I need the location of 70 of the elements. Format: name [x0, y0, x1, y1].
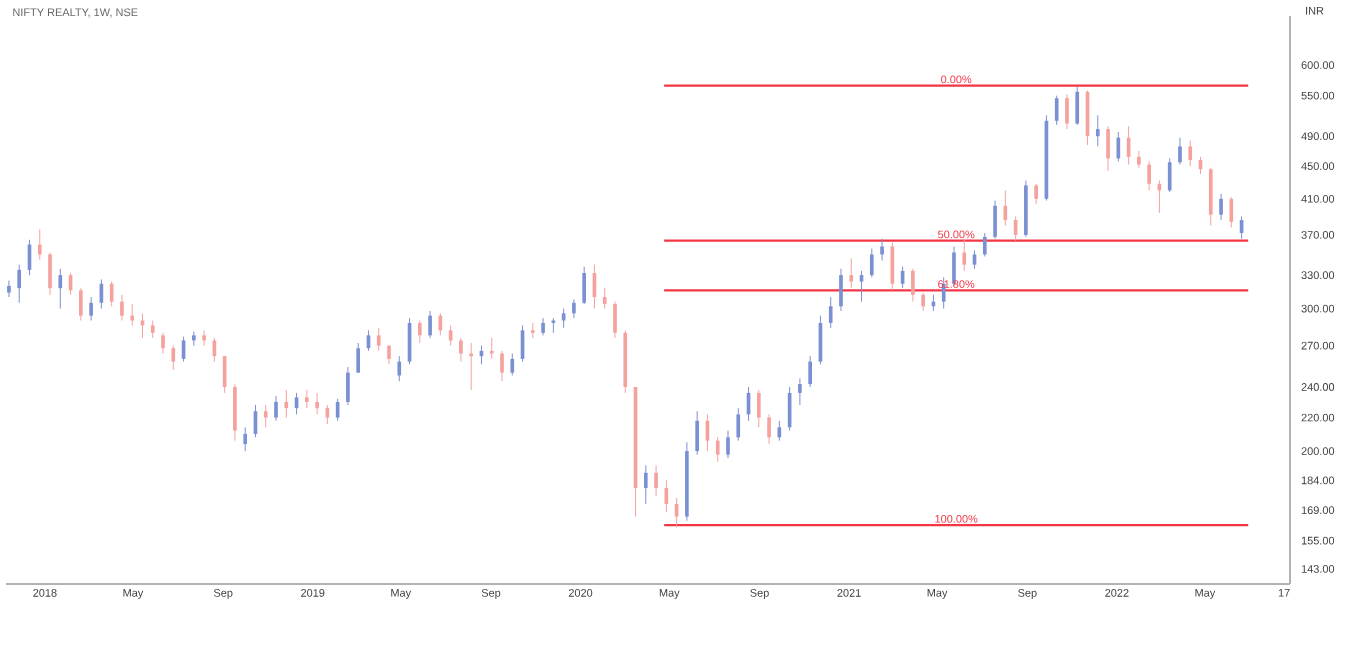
candlestick	[161, 332, 165, 355]
candlestick	[695, 410, 699, 456]
candlestick	[1116, 131, 1121, 162]
candlestick	[654, 464, 658, 497]
candlestick	[880, 238, 884, 262]
candlestick	[767, 413, 771, 445]
candlestick	[839, 268, 843, 312]
candlestick	[572, 298, 576, 319]
candlestick	[79, 287, 83, 322]
candlestick	[459, 337, 463, 363]
candlestick	[962, 238, 967, 272]
candlestick	[58, 268, 63, 310]
candlestick	[171, 345, 176, 371]
candlestick	[993, 200, 997, 240]
candlestick	[1208, 167, 1213, 227]
candlestick	[602, 287, 607, 310]
candlestick	[828, 296, 833, 329]
candlestick	[489, 337, 494, 360]
candlestick	[1034, 183, 1038, 205]
candlestick	[202, 329, 206, 347]
candlestick	[869, 247, 874, 278]
candlestick	[808, 355, 812, 388]
candlestick	[1188, 140, 1193, 167]
candlestick	[1219, 193, 1223, 221]
candlestick	[613, 301, 617, 339]
candlestick	[1065, 93, 1069, 130]
candlestick	[120, 294, 124, 322]
candlestick	[921, 292, 925, 312]
candlestick	[1075, 86, 1080, 126]
candlestick	[315, 392, 319, 415]
candlestick	[798, 377, 802, 406]
candlestick	[263, 404, 268, 428]
candlestick	[736, 407, 741, 442]
candlestick	[715, 436, 720, 463]
candlestick	[346, 366, 350, 406]
candlestick	[7, 279, 11, 298]
candlestick	[1147, 160, 1151, 191]
candlestick	[130, 303, 135, 326]
candlestick	[48, 251, 52, 296]
candlestick	[304, 389, 309, 409]
candlestick	[233, 383, 237, 442]
candlestick	[1054, 95, 1059, 126]
candlestick	[756, 389, 761, 428]
candlestick	[726, 430, 730, 459]
candlestick	[582, 266, 587, 305]
candlestick	[1106, 125, 1110, 172]
candlestick	[982, 232, 987, 257]
candlestick	[17, 264, 22, 304]
candlestick	[37, 228, 42, 260]
candlestick	[1178, 137, 1182, 166]
candlestick	[356, 342, 361, 374]
candlestick	[510, 353, 515, 376]
candlestick	[428, 310, 432, 339]
candlestick	[397, 355, 402, 382]
candlestick	[1229, 196, 1234, 228]
candlestick	[911, 268, 915, 303]
candlestick	[561, 308, 566, 329]
candlestick	[1167, 157, 1172, 193]
candlestick	[952, 246, 956, 287]
candlestick	[500, 350, 504, 382]
candlestick	[243, 426, 248, 452]
candlestick	[274, 395, 278, 422]
candlestick	[1095, 114, 1100, 147]
candlestick	[849, 257, 854, 289]
candlestick	[643, 464, 648, 505]
candlestick	[376, 327, 381, 352]
candlestick	[417, 320, 422, 344]
candlestick	[1137, 150, 1141, 169]
candlestick	[89, 296, 93, 322]
candlestick	[284, 389, 289, 419]
